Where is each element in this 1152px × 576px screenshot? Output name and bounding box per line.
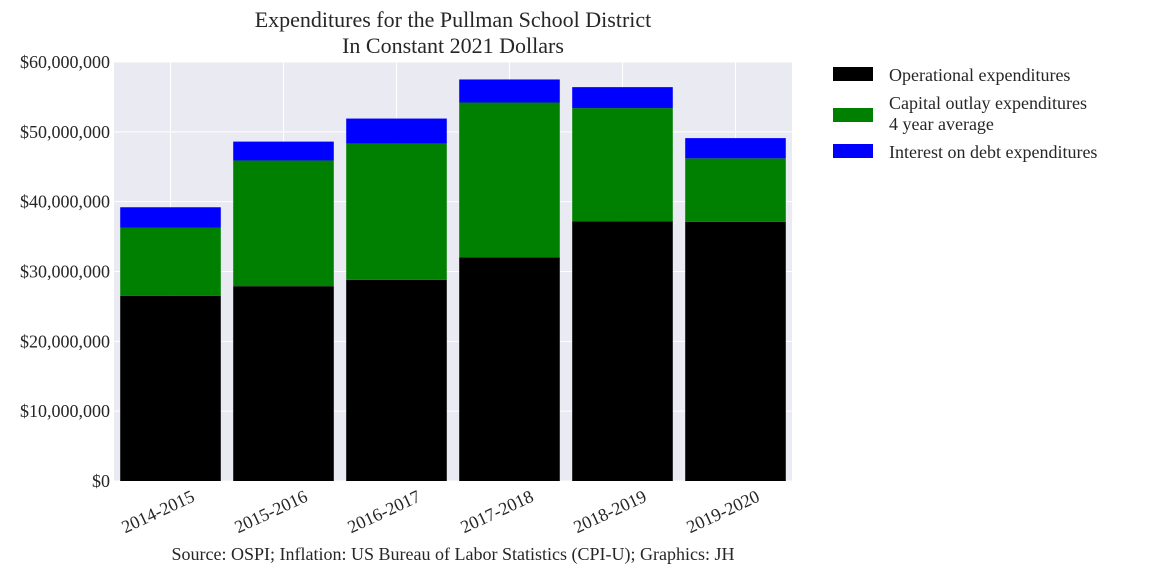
bar-segment-capital-outlay	[346, 143, 447, 280]
bar-segment-capital-outlay	[233, 160, 334, 287]
x-tick-label: 2019-2020	[683, 486, 762, 537]
x-axis: 2014-2015 2015-2016 2016-2017 2017-2018 2018…	[118, 486, 762, 537]
bar-segment-capital-outlay	[685, 158, 786, 222]
y-tick-label: $0	[92, 471, 110, 491]
bar-segment-operational	[572, 221, 673, 481]
y-tick-label: $40,000,000	[20, 192, 110, 212]
legend: Operational expenditures Capital outlay …	[833, 65, 1097, 162]
x-tick-label: 2017-2018	[457, 486, 536, 537]
bar-segment-interest-debt	[459, 79, 560, 103]
x-tick-label: 2016-2017	[344, 486, 423, 537]
legend-label-capital-outlay: Capital outlay expenditures	[889, 93, 1087, 113]
legend-swatch-interest-debt	[833, 144, 873, 158]
bar-segment-operational	[459, 257, 560, 481]
bar-segment-interest-debt	[346, 118, 447, 144]
x-tick-label: 2014-2015	[118, 486, 197, 537]
bar-segment-interest-debt	[233, 141, 334, 161]
y-tick-label: $50,000,000	[20, 122, 110, 142]
bar-segment-interest-debt	[120, 207, 221, 228]
bar-segment-capital-outlay	[459, 102, 560, 258]
x-tick-label: 2018-2019	[570, 486, 649, 537]
bar-segment-capital-outlay	[120, 227, 221, 296]
legend-label-capital-outlay-line2: 4 year average	[889, 114, 994, 134]
y-tick-label: $60,000,000	[20, 52, 110, 72]
bar-segment-operational	[233, 286, 334, 481]
x-tick-label: 2015-2016	[231, 486, 310, 537]
y-axis: $0 $10,000,000 $20,000,000 $30,000,000 $40,0…	[20, 52, 110, 491]
bar-segment-operational	[346, 279, 447, 481]
bars	[120, 79, 786, 481]
legend-label-operational: Operational expenditures	[889, 65, 1070, 85]
bar-segment-operational	[120, 295, 221, 481]
y-tick-label: $30,000,000	[20, 262, 110, 282]
legend-label-interest-debt: Interest on debt expenditures	[889, 142, 1097, 162]
legend-swatch-operational	[833, 67, 873, 81]
bar-segment-interest-debt	[685, 138, 786, 159]
y-tick-label: $10,000,000	[20, 401, 110, 421]
bar-segment-operational	[685, 221, 786, 481]
chart-subtitle: In Constant 2021 Dollars	[342, 33, 564, 58]
chart-title: Expenditures for the Pullman School Dist…	[255, 7, 652, 32]
source-caption: Source: OSPI; Inflation: US Bureau of La…	[172, 544, 735, 565]
legend-swatch-capital-outlay	[833, 108, 873, 122]
y-tick-label: $20,000,000	[20, 331, 110, 351]
bar-segment-interest-debt	[572, 87, 673, 109]
bar-segment-capital-outlay	[572, 108, 673, 222]
